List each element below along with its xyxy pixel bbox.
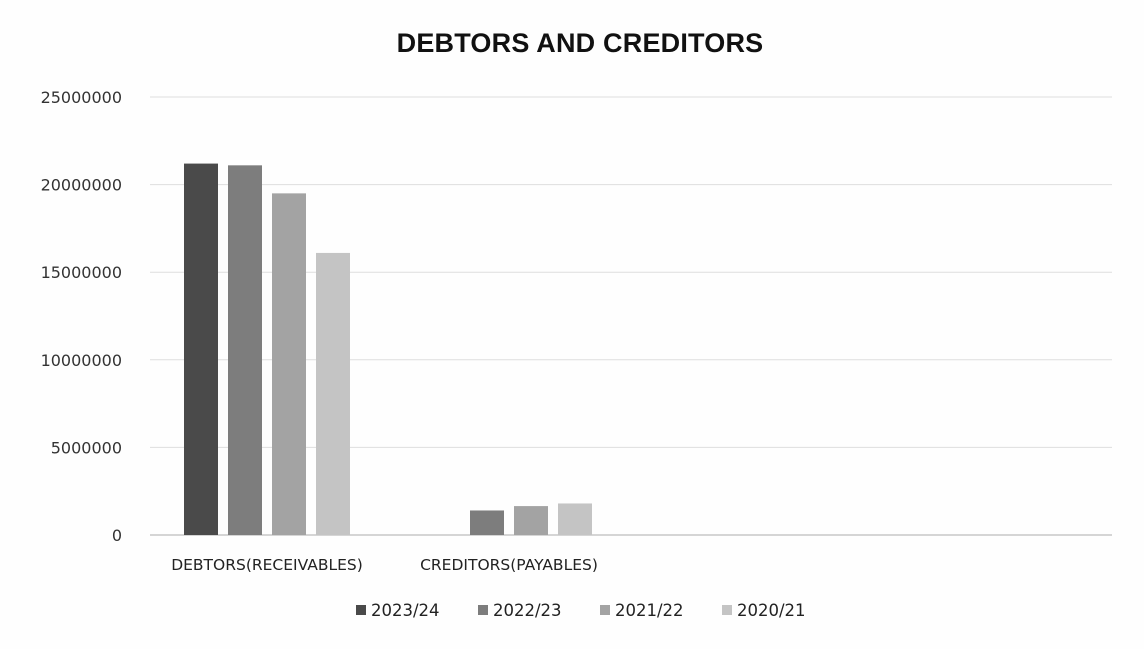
x-category-label: DEBTORS(RECEIVABLES) <box>171 556 363 574</box>
legend-swatch <box>356 605 366 615</box>
bar-2021-22-creditors <box>514 506 548 535</box>
y-tick-label: 5000000 <box>51 438 122 457</box>
x-category-label: CREDITORS(PAYABLES) <box>420 556 598 574</box>
legend-label: 2022/23 <box>493 601 562 620</box>
bar-2020-21-debtors <box>316 252 350 536</box>
y-tick-label: 10000000 <box>41 351 122 370</box>
y-tick-label: 20000000 <box>41 176 122 195</box>
bar-2022-23-debtors <box>228 165 262 535</box>
legend-label: 2023/24 <box>371 601 440 620</box>
chart-title: DEBTORS AND CREDITORS <box>396 28 764 58</box>
y-tick-label: 0 <box>112 526 122 545</box>
legend-swatch <box>478 605 488 615</box>
bar-2023-24-debtors <box>184 163 218 536</box>
legend-label: 2021/22 <box>615 601 684 620</box>
grid-layer <box>150 96 1112 536</box>
bars-layer <box>184 163 592 536</box>
legend-swatch <box>600 605 610 615</box>
bar-2020-21-creditors <box>558 503 592 535</box>
bar-2022-23-creditors <box>470 510 504 535</box>
x-axis-labels: DEBTORS(RECEIVABLES) CREDITORS(PAYABLES) <box>171 556 598 574</box>
legend-swatch <box>722 605 732 615</box>
y-tick-label: 25000000 <box>41 88 122 107</box>
bar-2021-22-debtors <box>272 193 306 536</box>
legend-label: 2020/21 <box>737 601 806 620</box>
y-axis-ticks: 0 5000000 10000000 15000000 20000000 25000000 <box>41 88 122 545</box>
y-tick-label: 15000000 <box>41 263 122 282</box>
legend: 2023/24 2022/23 2021/22 2020/21 <box>356 601 806 620</box>
